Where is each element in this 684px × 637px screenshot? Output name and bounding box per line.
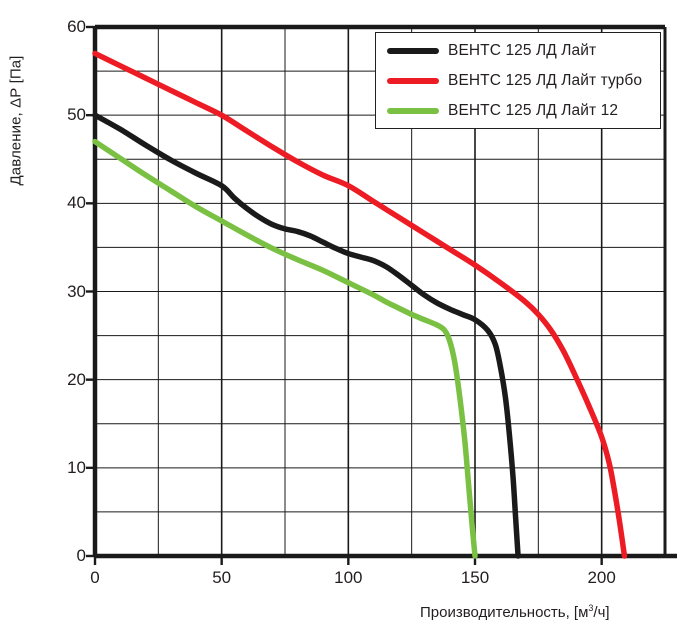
x-axis-title: Производительность, [м3/ч] bbox=[420, 603, 610, 622]
legend-label-red: ВЕНТС 125 ЛД Лайт турбо bbox=[448, 72, 643, 89]
x-axis-title-main: Производительность, [м bbox=[420, 604, 589, 621]
legend-swatch-green bbox=[387, 108, 439, 114]
y-tick-label: 10 bbox=[67, 457, 86, 477]
x-tick-label: 50 bbox=[212, 568, 232, 587]
y-tick-label: 0 bbox=[76, 546, 86, 565]
y-tick-label: 50 bbox=[67, 105, 86, 125]
y-tick-label: 20 bbox=[67, 369, 86, 389]
data-series-group bbox=[92, 50, 628, 559]
legend-label-black: ВЕНТС 125 ЛД Лайт bbox=[448, 42, 597, 59]
legend-label-green: ВЕНТС 125 ЛД Лайт 12 bbox=[448, 102, 619, 119]
x-tick-label: 0 bbox=[90, 568, 100, 587]
x-axis-title-tail: /ч] bbox=[593, 604, 610, 621]
x-axis-title-superscript: 3 bbox=[588, 603, 594, 613]
x-tick-label: 150 bbox=[460, 568, 490, 587]
legend-item-ventz-125-ld-light: ВЕНТС 125 ЛД Лайт bbox=[387, 41, 596, 61]
series-line-2 bbox=[92, 138, 478, 559]
y-tick-label: 40 bbox=[67, 193, 86, 213]
legend-item-ventz-125-ld-light-turbo: ВЕНТС 125 ЛД Лайт турбо bbox=[387, 71, 642, 91]
series-line-0 bbox=[92, 112, 521, 559]
y-axis-tick-labels: 60 50 40 30 20 10 0 bbox=[0, 0, 86, 637]
legend: ВЕНТС 125 ЛД Лайт ВЕНТС 125 ЛД Лайт турб… bbox=[375, 32, 661, 129]
series-line-1 bbox=[92, 50, 628, 559]
legend-swatch-red bbox=[387, 78, 439, 84]
y-tick-label: 60 bbox=[67, 17, 86, 36]
legend-swatch-black bbox=[387, 48, 439, 54]
y-tick-label: 30 bbox=[67, 281, 86, 301]
x-tick-label: 100 bbox=[334, 568, 363, 587]
x-tick-label: 200 bbox=[587, 568, 616, 587]
legend-item-ventz-125-ld-light-12: ВЕНТС 125 ЛД Лайт 12 bbox=[387, 101, 618, 121]
